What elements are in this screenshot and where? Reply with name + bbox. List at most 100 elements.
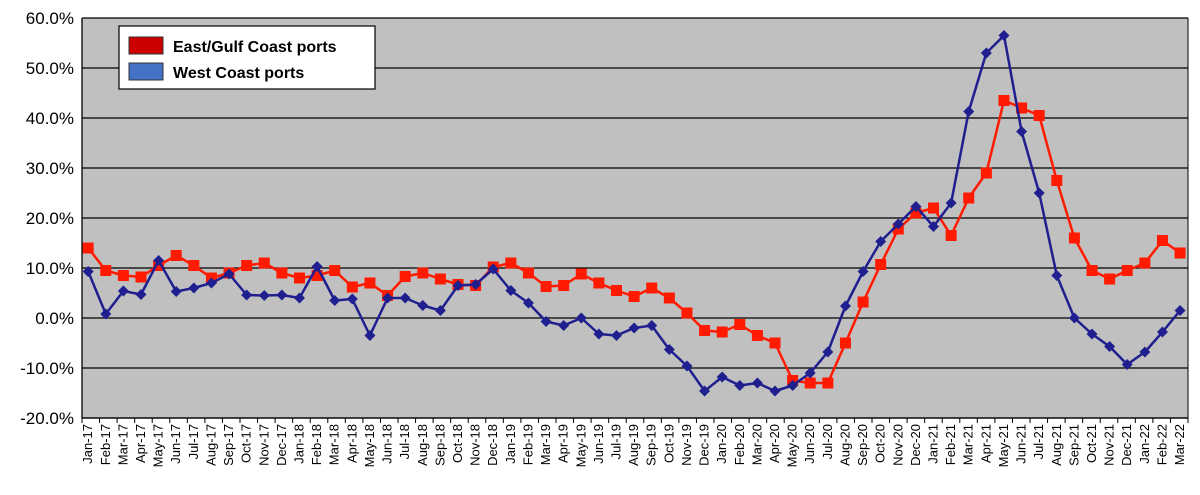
west-point xyxy=(716,371,728,383)
y-tick-label: 50.0% xyxy=(26,59,74,78)
x-tick-label: Apr-17 xyxy=(133,424,148,463)
y-tick-label: -10.0% xyxy=(20,359,74,378)
x-tick-label: Oct-18 xyxy=(450,424,465,463)
west-point xyxy=(1156,326,1168,338)
x-tick-label: Jul-20 xyxy=(820,424,835,459)
series-layer xyxy=(82,30,1186,397)
west-point xyxy=(329,295,341,306)
east-gulf-point xyxy=(628,291,640,302)
west-point xyxy=(153,255,165,266)
west-point xyxy=(681,360,693,372)
east-gulf-point xyxy=(663,292,675,304)
x-tick-label: Feb-22 xyxy=(1154,424,1169,465)
x-tick-label: Jun-17 xyxy=(168,424,183,464)
east-gulf-point xyxy=(910,207,922,219)
east-gulf-point xyxy=(117,270,129,281)
east-gulf-point xyxy=(769,337,781,349)
x-tick-label: Feb-21 xyxy=(943,424,958,465)
x-tick-label: Jun-19 xyxy=(591,424,606,464)
east-gulf-point xyxy=(329,265,341,276)
east-gulf-point xyxy=(540,281,552,292)
east-gulf-point xyxy=(611,285,623,296)
west-point xyxy=(487,263,499,275)
west-point xyxy=(787,380,799,391)
legend-swatch-east-gulf xyxy=(128,36,164,55)
east-gulf-point xyxy=(1104,273,1116,285)
legend-label-east-gulf: East/Gulf Coast ports xyxy=(173,39,337,56)
west-point xyxy=(1016,126,1028,137)
west-point xyxy=(311,261,323,272)
x-tick-label: Oct-17 xyxy=(239,424,254,463)
west-point xyxy=(434,305,446,316)
east-gulf-point xyxy=(804,377,816,389)
east-gulf-point xyxy=(522,267,534,279)
west-point xyxy=(892,218,904,230)
east-gulf-point xyxy=(646,282,658,294)
west-point xyxy=(117,285,129,297)
west-point xyxy=(452,280,464,291)
west-point xyxy=(751,377,763,389)
east-gulf-point xyxy=(1121,265,1133,276)
series-west xyxy=(82,30,1186,397)
legend: East/Gulf Coast ports West Coast ports xyxy=(118,25,376,90)
west-point xyxy=(628,322,640,334)
west-point xyxy=(963,106,975,117)
west-point xyxy=(1051,270,1063,281)
west-point xyxy=(663,344,675,355)
x-tick-label: Jul-17 xyxy=(186,424,201,459)
x-tick-label: Mar-17 xyxy=(115,424,130,465)
east-gulf-point xyxy=(1016,102,1028,114)
series-east-gulf xyxy=(82,95,1186,389)
east-gulf-point xyxy=(699,325,711,336)
x-tick-label: Jan-17 xyxy=(80,424,95,464)
x-tick-label: Aug-21 xyxy=(1049,424,1064,466)
y-axis-tick-labels: -20.0% -10.0% 0.0% 10.0% 20.0% 30.0% 40.0% 50.0… xyxy=(20,9,74,428)
east-gulf-point xyxy=(188,260,200,271)
west-point xyxy=(470,279,482,290)
x-tick-label: Feb-20 xyxy=(732,424,747,465)
y-tick-label: 0.0% xyxy=(35,309,74,328)
east-gulf-point xyxy=(857,296,869,308)
east-gulf-point xyxy=(1156,235,1168,246)
x-tick-label: Nov-17 xyxy=(256,424,271,466)
west-point xyxy=(646,320,658,331)
x-tick-label: Sep-21 xyxy=(1066,424,1081,466)
x-tick-label: Jun-20 xyxy=(802,424,817,464)
legend-label-west: West Coast ports xyxy=(173,65,304,82)
x-tick-label: Feb-19 xyxy=(520,424,535,465)
x-tick-label: Oct-20 xyxy=(873,424,888,463)
x-tick-label: Sep-20 xyxy=(855,424,870,466)
x-tick-label: Nov-21 xyxy=(1102,424,1117,466)
x-tick-label: Sep-17 xyxy=(221,424,236,466)
west-point xyxy=(1068,312,1080,324)
x-tick-label: Feb-17 xyxy=(98,424,113,465)
west-point xyxy=(1104,341,1116,352)
x-tick-label: Sep-19 xyxy=(644,424,659,466)
west-point xyxy=(522,297,534,309)
x-tick-label: Feb-18 xyxy=(309,424,324,465)
west-point xyxy=(910,201,922,212)
west-point xyxy=(1086,328,1098,340)
east-gulf-point xyxy=(980,167,992,179)
east-gulf-point xyxy=(558,280,570,291)
west-point xyxy=(241,289,253,301)
x-tick-label: Dec-21 xyxy=(1119,424,1134,466)
east-gulf-point xyxy=(1051,175,1063,186)
x-tick-label: Jan-19 xyxy=(503,424,518,464)
west-point xyxy=(1033,187,1045,199)
east-gulf-point xyxy=(241,260,253,271)
x-tick-label: May-18 xyxy=(362,424,377,467)
west-point xyxy=(945,197,957,209)
x-tick-label: Oct-21 xyxy=(1084,424,1099,463)
east-gulf-point xyxy=(751,330,763,341)
x-tick-label: Aug-20 xyxy=(837,424,852,466)
east-gulf-point xyxy=(875,259,887,270)
x-tick-label: Apr-18 xyxy=(344,424,359,463)
x-tick-label: Mar-20 xyxy=(749,424,764,465)
x-tick-label: Mar-18 xyxy=(327,424,342,465)
x-tick-label: Dec-17 xyxy=(274,424,289,466)
west-point xyxy=(82,266,94,277)
east-gulf-point xyxy=(1174,247,1186,259)
east-gulf-point xyxy=(839,337,851,349)
